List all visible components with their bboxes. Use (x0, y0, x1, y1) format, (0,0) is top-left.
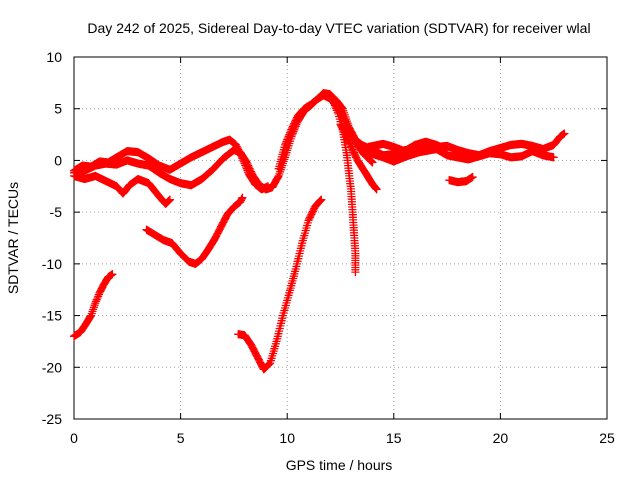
tick-marks (73, 56, 608, 420)
x-tick-label: 25 (599, 430, 615, 446)
series-arc-6 (234, 195, 326, 374)
series-arc-1 (69, 270, 117, 341)
y-tick-label: -20 (42, 359, 62, 375)
series-arc-12 (364, 137, 452, 156)
x-tick-label: 0 (70, 430, 78, 446)
x-axis-label: GPS time / hours (286, 457, 393, 473)
y-tick-label: -10 (42, 256, 62, 272)
series-arc-9 (336, 120, 381, 194)
x-tick-label: 20 (493, 430, 509, 446)
x-tick-label: 15 (386, 430, 402, 446)
y-tick-labels: -25 -20 -15 -10 -5 0 5 10 (42, 49, 62, 427)
series-arc-5 (142, 193, 247, 269)
y-tick-label: -5 (50, 204, 63, 220)
y-tick-label: 5 (54, 101, 62, 117)
x-tick-labels: 0 5 10 15 20 25 (70, 430, 615, 446)
series-arc-11 (445, 172, 477, 187)
y-tick-label: 0 (54, 152, 62, 168)
grid (74, 57, 607, 419)
series-arc-10 (359, 144, 558, 166)
x-tick-label: 5 (177, 430, 185, 446)
y-tick-label: -25 (42, 411, 62, 427)
series-markers (359, 144, 558, 166)
series-markers (336, 120, 381, 194)
series-markers (234, 195, 326, 374)
y-tick-label: 10 (46, 49, 62, 65)
y-axis-label: SDTVAR / TECUs (5, 182, 21, 294)
x-tick-label: 10 (279, 430, 295, 446)
series-markers (445, 172, 477, 187)
chart-title: Day 242 of 2025, Sidereal Day-to-day VTE… (87, 20, 590, 36)
plot-frame (73, 56, 608, 420)
series-markers (142, 193, 247, 269)
series-markers (69, 270, 117, 341)
y-tick-label: -15 (42, 308, 62, 324)
series-markers (364, 137, 452, 156)
series-layer (69, 89, 569, 374)
